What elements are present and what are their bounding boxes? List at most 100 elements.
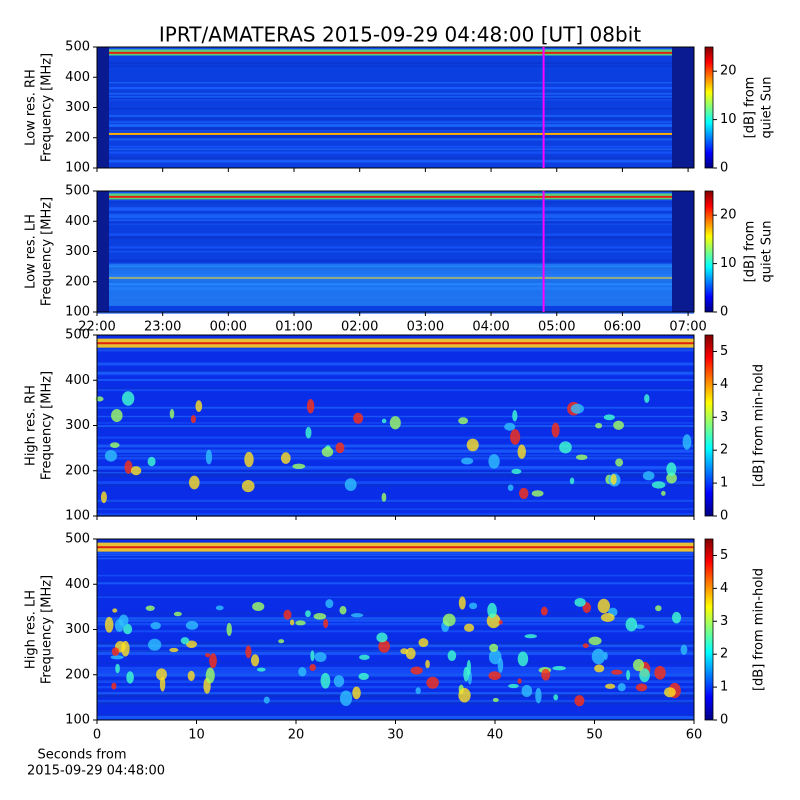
- x-axis-label: 2015-09-29 04:48:00: [27, 764, 165, 779]
- spectrogram-texture: [458, 687, 471, 703]
- colorbar-label: [dB] from: [743, 77, 758, 139]
- spectrogram-texture: [97, 132, 694, 135]
- spectrogram-texture: [180, 637, 190, 645]
- spectrogram-texture: [350, 613, 364, 618]
- x-tick-label: 03:00: [407, 320, 444, 335]
- y-tick-label: 500: [65, 532, 90, 547]
- spectrogram-texture: [405, 647, 416, 660]
- spectrogram-texture: [97, 472, 694, 474]
- spectrogram-texture: [292, 463, 306, 470]
- spectrogram-texture: [97, 650, 694, 653]
- spectrogram-texture: [250, 654, 260, 667]
- spectrogram-texture: [121, 391, 135, 406]
- x-tick-label: 20: [288, 728, 305, 743]
- spectrogram-texture: [147, 456, 156, 467]
- spectrogram-texture: [644, 394, 650, 403]
- spectrogram-texture: [97, 114, 694, 117]
- spectrogram-texture: [97, 371, 694, 374]
- spectrogram-texture: [121, 640, 130, 657]
- y-tick-label: 200: [65, 274, 90, 289]
- spectrogram-texture: [97, 61, 694, 64]
- spectrogram-texture: [97, 622, 694, 626]
- colorbar-label: [dB] from min-hold: [752, 364, 767, 487]
- colorbar: [704, 334, 714, 517]
- spectrogram-texture: [461, 457, 474, 465]
- spectrogram-texture: [570, 403, 584, 414]
- spectrogram-texture: [588, 636, 602, 646]
- y-tick-label: 200: [65, 130, 90, 145]
- spectrogram-texture: [314, 652, 327, 663]
- spectrogram-texture: [97, 619, 694, 622]
- spectrogram-texture: [410, 666, 423, 675]
- spectrogram-texture: [97, 206, 694, 210]
- spectrogram-texture: [97, 350, 694, 352]
- spectrogram-texture: [97, 213, 694, 217]
- spectrogram-texture: [97, 200, 694, 203]
- spectrogram-texture: [97, 644, 694, 648]
- spectrogram-texture: [97, 204, 694, 208]
- colorbar: [704, 190, 714, 313]
- spectrogram-texture: [313, 613, 327, 620]
- colorbar-tick-label: 1: [720, 680, 728, 695]
- spectrogram-texture: [115, 663, 120, 674]
- spectrogram-texture: [109, 263, 672, 306]
- y-axis-label: Low res. LH: [24, 214, 39, 289]
- spectrogram-texture: [97, 87, 694, 89]
- spectrogram-texture: [97, 156, 694, 159]
- spectrogram-texture: [551, 422, 560, 438]
- spectrogram-texture: [97, 630, 694, 633]
- spectrogram-texture: [97, 157, 694, 161]
- y-tick-label: 400: [65, 70, 90, 85]
- spectrogram-texture: [464, 623, 475, 632]
- spectrogram-texture: [100, 491, 107, 504]
- spectrogram-texture: [97, 679, 694, 681]
- spectrogram-image: [97, 539, 694, 720]
- spectrogram-texture: [97, 692, 694, 695]
- spectrogram-texture: [335, 442, 345, 454]
- spectrogram-texture: [169, 408, 175, 419]
- spectrogram-texture: [510, 429, 521, 445]
- spectrogram-texture: [97, 191, 694, 195]
- spectrogram-texture: [597, 598, 610, 614]
- spectrogram-texture: [458, 596, 466, 610]
- spectrogram-texture: [97, 470, 694, 472]
- spectrogram-texture: [574, 695, 585, 707]
- spectrogram-texture: [97, 499, 694, 503]
- spectrogram-texture: [209, 653, 217, 669]
- y-tick-label: 300: [65, 418, 90, 433]
- spectrogram-texture: [97, 379, 694, 381]
- spectrogram-texture: [519, 487, 529, 499]
- spectrogram-texture: [378, 639, 391, 653]
- spectrogram-texture: [605, 683, 616, 689]
- spectrogram-texture: [524, 634, 537, 639]
- y-tick-label: 400: [65, 214, 90, 229]
- y-tick-label: 300: [65, 622, 90, 637]
- colorbar-label: quiet Sun: [760, 220, 775, 282]
- spectrogram-texture: [173, 611, 182, 617]
- spectrogram-texture: [97, 449, 694, 453]
- spectrogram-texture: [97, 716, 694, 719]
- y-axis-label: High res. RH: [24, 385, 39, 466]
- spectrogram-texture: [289, 619, 295, 626]
- spectrogram-texture: [97, 468, 694, 470]
- spectrogram-texture: [195, 400, 203, 413]
- spectrogram-texture: [205, 449, 213, 465]
- y-tick-label: 200: [65, 667, 90, 682]
- spectrogram-texture: [418, 638, 429, 648]
- x-tick-label: 22:00: [78, 320, 115, 335]
- spectrogram-texture: [97, 557, 694, 560]
- y-axis-label: High res. LH: [24, 590, 39, 669]
- spectrogram-texture: [147, 638, 162, 651]
- spectrogram-texture: [333, 675, 345, 688]
- spectrogram-texture: [187, 670, 195, 682]
- y-axis-label: Frequency [MHz]: [40, 371, 55, 480]
- x-tick-label: 0: [93, 728, 101, 743]
- spectrogram-texture: [97, 219, 694, 222]
- spectrogram-texture: [97, 454, 694, 457]
- spectrogram-texture: [359, 654, 370, 660]
- spectrogram-texture: [97, 138, 694, 141]
- y-tick-label: 500: [65, 184, 90, 199]
- spectrogram-texture: [97, 148, 694, 150]
- colorbar: [704, 46, 714, 169]
- spectrogram-texture: [97, 695, 694, 698]
